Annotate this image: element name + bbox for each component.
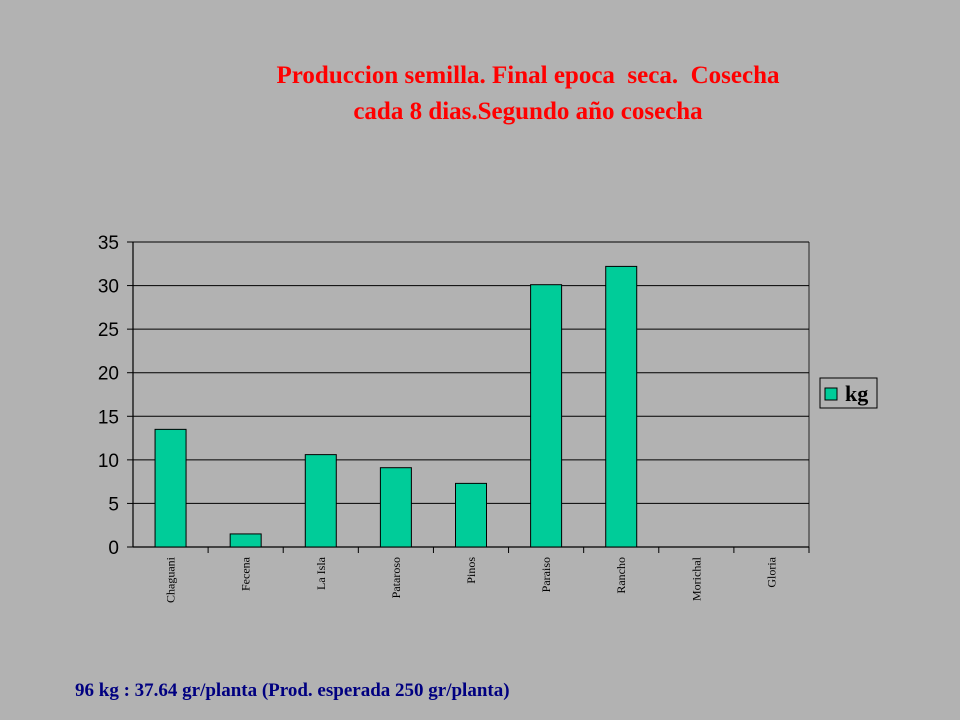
legend-label: kg [845,381,868,406]
bar [530,284,563,548]
legend: kg [819,377,878,409]
legend-swatch [824,387,838,401]
bar [154,428,187,548]
y-tick-label: 0 [108,538,119,559]
slide-title: Produccion semilla. Final epoca seca. Co… [0,58,960,130]
x-category-label: Morichal [689,556,703,601]
x-category-label: Pataroso [389,557,403,598]
x-category-label: Paraiso [539,557,553,592]
y-tick-label: 5 [108,494,119,515]
x-category-label: Fecena [239,556,253,591]
footnote: 96 kg : 37.64 gr/planta (Prod. esperada … [75,680,510,701]
x-category-label: La Isla [314,556,328,590]
y-tick-label: 10 [98,451,119,472]
y-tick-label: 15 [98,407,119,428]
slide-title-line-2: cada 8 dias.Segundo año cosecha [353,98,703,125]
bar [455,482,487,548]
bar [304,454,337,548]
x-category-label: Pinos [464,557,478,584]
y-tick-label: 35 [98,233,119,254]
y-tick-label: 30 [98,277,119,298]
slide-title-line-1: Produccion semilla. Final epoca seca. Co… [276,62,780,89]
y-tick-label: 25 [98,320,119,341]
bar [605,265,638,548]
bar [229,533,262,548]
x-category-label: Rancho [614,557,628,594]
bar [379,467,412,548]
y-tick-label: 20 [98,364,119,385]
x-category-label: Gloria [764,556,778,587]
x-category-label: Chaguani [164,556,178,603]
